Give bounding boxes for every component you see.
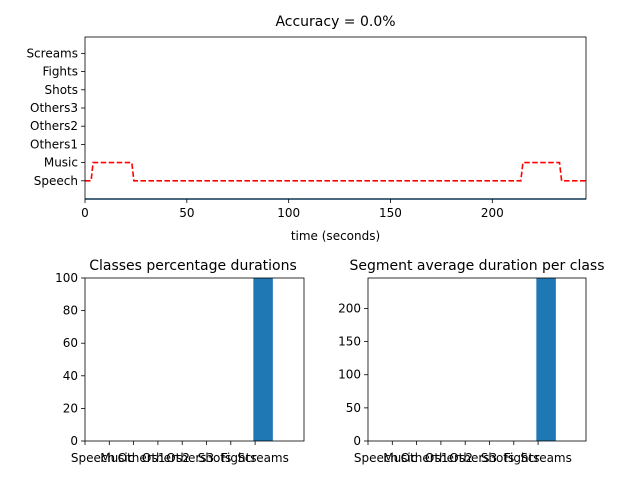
chart-title: Classes percentage durations	[89, 258, 297, 274]
y-tick-label: Screams	[26, 46, 78, 60]
y-tick-label: Fights	[42, 65, 78, 79]
plot-frame	[84, 36, 587, 200]
x-tick-label: 50	[179, 206, 194, 220]
x-tick-label: Others2	[142, 451, 190, 465]
x-tick-label: Others1	[401, 451, 449, 465]
y-tick-label: Others2	[30, 119, 78, 133]
y-tick-label: Others3	[30, 101, 78, 115]
x-tick-label: 200	[481, 206, 504, 220]
y-tick-label: 40	[63, 369, 78, 383]
x-tick-label: Shots	[198, 451, 232, 465]
x-tick-label: Others1	[118, 451, 166, 465]
x-tick-label: 0	[81, 206, 89, 220]
x-tick-label: 100	[277, 206, 300, 220]
bar-screams	[536, 278, 556, 441]
y-tick-label: 20	[63, 401, 78, 415]
y-tick-label: Shots	[44, 83, 78, 97]
x-tick-label: Music	[383, 451, 417, 465]
y-tick-label: Others1	[30, 137, 78, 151]
y-tick-label: 150	[338, 335, 361, 349]
y-tick-label: 200	[338, 301, 361, 315]
x-tick-label: Speech	[354, 451, 398, 465]
bar-screams	[253, 278, 273, 441]
x-tick-label: Fights	[504, 451, 540, 465]
y-tick-label: 60	[63, 336, 78, 350]
y-tick-label: Speech	[34, 174, 78, 188]
y-tick-label: 100	[55, 271, 78, 285]
chart-title: Segment average duration per class	[349, 258, 604, 274]
x-tick-label: Others3	[449, 451, 497, 465]
chart-title: Accuracy = 0.0%	[275, 14, 395, 30]
x-tick-label: Others3	[166, 451, 214, 465]
x-tick-label: Others2	[425, 451, 473, 465]
x-axis-label: time (seconds)	[291, 229, 380, 243]
x-tick-label: Music	[100, 451, 134, 465]
y-tick-label: 100	[338, 368, 361, 382]
y-tick-label: 0	[70, 434, 78, 448]
y-tick-label: 80	[63, 304, 78, 318]
x-tick-label: Shots	[481, 451, 515, 465]
x-tick-label: Fights	[221, 451, 257, 465]
series-line-1	[85, 161, 586, 182]
y-tick-label: 50	[346, 401, 361, 415]
x-tick-label: 150	[379, 206, 402, 220]
y-tick-label: 0	[353, 434, 361, 448]
x-tick-label: Screams	[520, 451, 572, 465]
y-tick-label: Music	[44, 156, 78, 170]
x-tick-label: Screams	[237, 451, 289, 465]
plot-frame	[367, 277, 587, 442]
x-tick-label: Speech	[71, 451, 115, 465]
plot-frame	[84, 277, 305, 442]
